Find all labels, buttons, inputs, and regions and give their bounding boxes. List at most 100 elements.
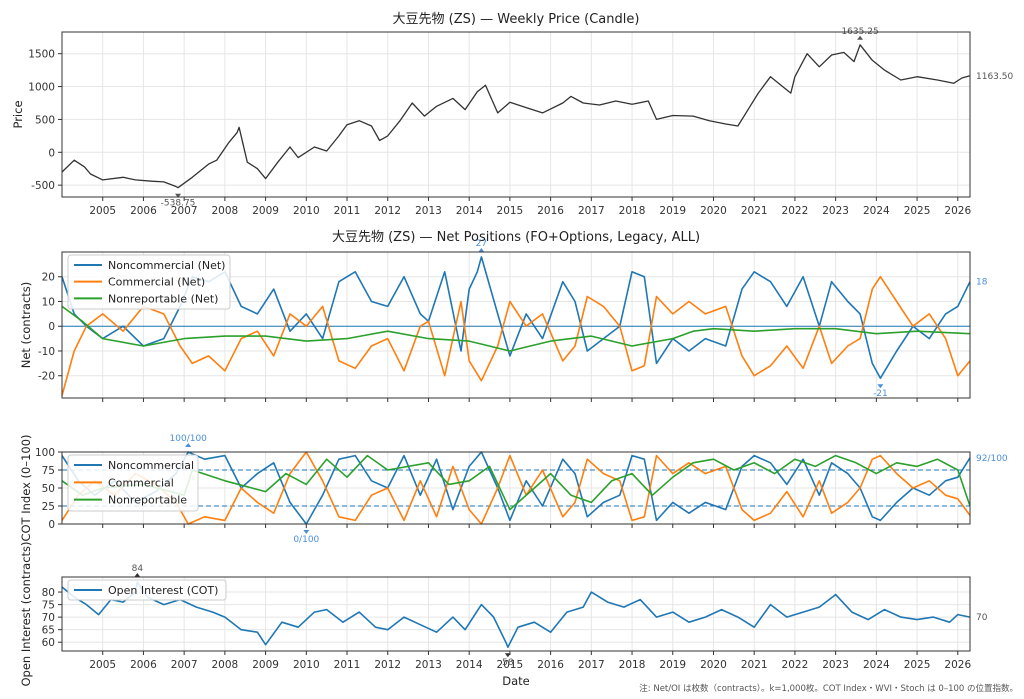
chart-net-annotation-label: 18: [976, 278, 988, 288]
chart-cot-series-line-noncommercial: [61, 451, 971, 525]
chart-cot-annotation-label: 100/100: [170, 434, 208, 444]
chart-oi-xtick-label: 2018: [619, 659, 646, 671]
chart-oi-xtick-label: 2012: [374, 659, 401, 671]
chart-oi-series-line-open-interest-cot: [61, 581, 971, 648]
chart-cot-annotation-label: 0/100: [293, 535, 319, 545]
chart-net-ytick-label: -20: [38, 371, 55, 383]
chart-price-panel: -500 0 500 1000 1500 2005 2006 2007 2008 2009 2010…: [11, 12, 1013, 217]
chart-price-xtick-label: 2012: [374, 205, 401, 217]
chart-oi-ylabel: Open Interest (contracts): [19, 541, 33, 686]
chart-cot-ylabel: COT Index (0–100): [19, 434, 33, 541]
chart-net-legend: Noncommercial (Net) Commercial (Net) Nonre…: [67, 254, 231, 310]
chart-oi-xtick-label: 2023: [822, 659, 849, 671]
chart-cot-legend-box: [67, 454, 199, 512]
chart-net-ytick-label: 10: [42, 296, 55, 308]
chart-price-xtick-label: 2023: [822, 205, 849, 217]
chart-net-annotation-marker: [877, 384, 884, 389]
chart-cot-legend-label: Nonreportable: [108, 494, 187, 507]
chart-net-legend-box: [67, 254, 231, 310]
chart-price-xtick-label: 2024: [863, 205, 890, 217]
chart-cot-ytick-label: 100: [35, 447, 55, 459]
chart-oi-ytick-label: 80: [42, 587, 55, 599]
chart-price-xtick-label: 2018: [619, 205, 646, 217]
chart-price-xtick-label: 2020: [700, 205, 727, 217]
chart-net-annotation-label: -21: [873, 389, 888, 399]
chart-price-xtick-label: 2021: [741, 205, 768, 217]
chart-price-ytick-label: 0: [48, 147, 55, 159]
chart-oi-xtick-label: 2024: [863, 659, 890, 671]
chart-cot-series-line-commercial: [61, 451, 971, 525]
chart-oi-ytick-label: 65: [42, 625, 55, 637]
chart-price-plot-frame: [61, 31, 971, 198]
chart-cot-legend: Noncommercial Commercial Nonreportable: [67, 454, 199, 512]
chart-price-series-line-price: [61, 44, 971, 189]
chart-price-annotation-label: 1163.50: [976, 72, 1013, 82]
chart-oi-xtick-label: 2013: [415, 659, 442, 671]
chart-oi-xtick-label: 2010: [293, 659, 320, 671]
chart-oi-xtick-label: 2008: [212, 659, 239, 671]
chart-price-xtick-label: 2011: [334, 205, 361, 217]
chart-net-panel: -20 -10 0 10 20 27 -21 18 大豆先物 (ZS) — Net Positi…: [19, 230, 988, 402]
chart-oi-xtick-label: 2017: [578, 659, 605, 671]
chart-oi-xtick-label: 2022: [782, 659, 809, 671]
chart-oi-ytick-label: 70: [42, 612, 55, 624]
chart-oi-xtick-label: 2021: [741, 659, 768, 671]
chart-oi-xtick-label: 2011: [334, 659, 361, 671]
chart-price-xtick-label: 2007: [171, 205, 198, 217]
chart-price-xtick-label: 2025: [904, 205, 931, 217]
chart-oi-ytick-label: 75: [42, 600, 55, 612]
chart-net-legend-label: Nonreportable (Net): [108, 292, 218, 305]
chart-oi-xtick-label: 2015: [497, 659, 524, 671]
chart-cot-ytick-label: 0: [48, 519, 55, 531]
chart-oi-xtick-label: 2005: [89, 659, 116, 671]
chart-cot-annotation-label: 92/100: [976, 454, 1008, 464]
chart-price-xtick-label: 2022: [782, 205, 809, 217]
chart-oi-xtick-label: 2014: [456, 659, 483, 671]
chart-oi-annotation-label: 84: [132, 564, 144, 574]
chart-cot-legend-label: Commercial: [108, 476, 174, 489]
chart-oi-ytick-label: 60: [42, 637, 55, 649]
chart-net-ytick-label: 20: [42, 272, 55, 284]
chart-price-xtick-label: 2005: [89, 205, 116, 217]
chart-price-annotation-marker: [175, 193, 182, 198]
chart-cot-ytick-label: 50: [42, 483, 55, 495]
chart-price-xtick-label: 2006: [130, 205, 157, 217]
chart-price-xtick-label: 2009: [252, 205, 279, 217]
chart-net-plot-frame: [61, 251, 971, 399]
chart-net-annotation-marker: [478, 247, 485, 252]
chart-cot-plot-frame: [61, 451, 971, 525]
chart-net-legend-label: Noncommercial (Net): [108, 259, 225, 272]
chart-price-annotation-marker: [857, 35, 864, 40]
chart-oi-annotation-label: 70: [976, 613, 988, 623]
chart-cot-series-line-nonreportable: [61, 454, 971, 511]
chart-oi-xtick-label: 2007: [171, 659, 198, 671]
chart-cot-annotation-marker: [185, 443, 192, 447]
chart-net-legend-label: Commercial (Net): [108, 276, 205, 289]
chart-net-ytick-label: -10: [38, 346, 55, 358]
chart-price-ytick-label: 500: [35, 114, 55, 126]
chart-oi-xtick-label: 2019: [659, 659, 686, 671]
chart-oi-annotation-marker: [134, 573, 141, 578]
chart-oi-legend-box: [67, 579, 227, 601]
chart-price-xtick-label: 2015: [497, 205, 524, 217]
chart-oi-annotation-label: 58: [502, 658, 514, 668]
chart-price-annotation-label: -538.75: [161, 199, 196, 209]
chart-price-xtick-label: 2019: [659, 205, 686, 217]
chart-cot-ytick-label: 75: [42, 465, 55, 477]
chart-oi-xtick-label: 2025: [904, 659, 931, 671]
chart-price-xtick-label: 2016: [537, 205, 564, 217]
chart-price-xtick-label: 2008: [212, 205, 239, 217]
chart-price-ylabel: Price: [11, 100, 25, 128]
chart-oi-plot-frame: [61, 576, 971, 652]
chart-oi-legend: Open Interest (COT): [67, 579, 227, 601]
chart-net-title: 大豆先物 (ZS) — Net Positions (FO+Options, L…: [332, 230, 700, 245]
chart-price-xtick-label: 2017: [578, 205, 605, 217]
chart-oi-xtick-label: 2009: [252, 659, 279, 671]
chart-net-series-line-nonreportable-net: [61, 305, 971, 352]
chart-net-series-line-commercial-net: [61, 275, 971, 396]
chart-oi-xtick-label: 2016: [537, 659, 564, 671]
chart-oi-xlabel: Date: [502, 674, 530, 688]
chart-oi-xtick-label: 2006: [130, 659, 157, 671]
